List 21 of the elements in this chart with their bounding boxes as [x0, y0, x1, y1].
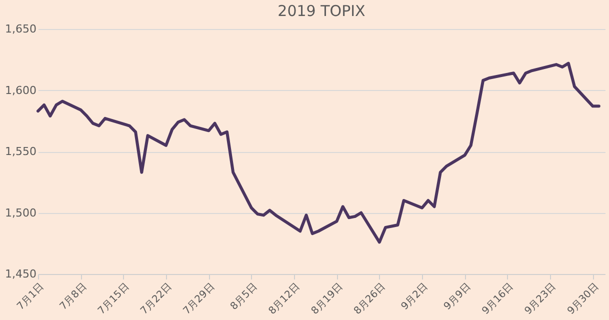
x-tick-label: 7月29日: [182, 282, 217, 317]
x-tick-label: 8月19日: [310, 282, 346, 317]
y-tick-label: 1,550: [5, 145, 36, 158]
x-tick-label: 8月26日: [352, 282, 388, 317]
chart-title: 2019 TOPIX: [278, 2, 366, 20]
y-tick-label: 1,500: [5, 206, 36, 220]
x-tick-label: 7月22日: [138, 282, 174, 317]
y-tick-label: 1,650: [5, 22, 36, 36]
x-tick-label: 9月16日: [480, 282, 516, 317]
x-tick-label: 9月9日: [442, 282, 474, 312]
line-series: [36, 62, 600, 244]
x-tick-label: 7月1日: [15, 282, 46, 312]
x-tick-label: 9月2日: [399, 282, 430, 312]
x-tick-label: 8月5日: [228, 282, 260, 312]
x-tick-label: 7月8日: [58, 282, 89, 312]
y-tick-label: 1,450: [5, 268, 36, 280]
x-tick-label: 8月12日: [266, 282, 302, 317]
y-tick-label: 1,600: [5, 84, 36, 97]
x-tick-label: 9月23日: [522, 282, 558, 317]
x-tick-label: 9月30日: [566, 282, 602, 317]
x-tick-label: 7月15日: [96, 282, 132, 317]
